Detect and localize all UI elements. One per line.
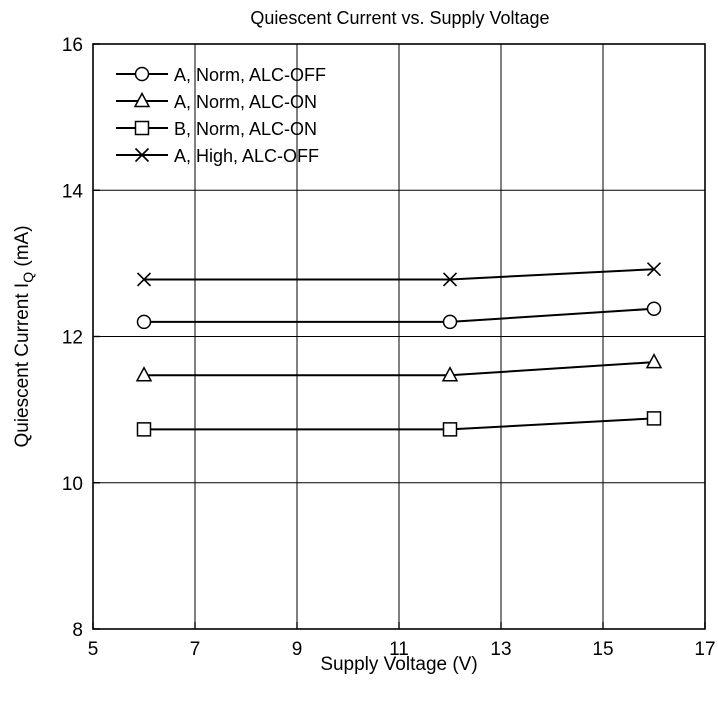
legend-triangle-marker — [133, 91, 151, 108]
x-tick-label: 5 — [88, 639, 99, 660]
legend-item: B, Norm, ALC-ON — [116, 119, 317, 139]
y-axis-label-unit: (mA) — [12, 225, 33, 271]
legend-item: A, Norm, ALC-OFF — [116, 65, 326, 85]
legend-circle-marker — [134, 66, 150, 82]
y-tick-label: 16 — [62, 35, 83, 56]
legend-label: A, Norm, ALC-ON — [174, 92, 317, 112]
y-tick-label: 14 — [62, 181, 84, 202]
legend-label: A, Norm, ALC-OFF — [174, 65, 326, 85]
series-circle — [136, 301, 662, 330]
circle-data-point — [442, 314, 458, 330]
y-axis-label-main: Quiescent Current I — [12, 283, 33, 448]
cross-data-point — [136, 272, 152, 287]
series-cross — [136, 262, 662, 287]
y-axis-label-subscript: Q — [20, 272, 36, 283]
legend-square-marker — [134, 120, 150, 136]
chart-title: Quiescent Current vs. Supply Voltage — [250, 8, 549, 28]
x-tick-label: 17 — [694, 639, 715, 660]
square-data-point — [442, 422, 458, 437]
square-data-point — [136, 422, 152, 437]
y-tick-label: 10 — [62, 474, 83, 495]
triangle-data-point — [135, 366, 153, 382]
y-tick-label: 8 — [72, 620, 83, 641]
triangle-data-point — [645, 353, 663, 369]
y-axis-label: Quiescent Current IQ (mA) — [12, 225, 36, 447]
cross-data-point — [442, 272, 458, 287]
legend: A, Norm, ALC-OFF A, Norm, ALC-ON B, Norm, … — [116, 65, 326, 166]
axis-ticks: 5 7 9 11 13 15 17 8 10 12 14 16 — [62, 35, 716, 660]
circle-data-point — [646, 301, 662, 316]
triangle-data-point — [441, 366, 459, 382]
series-group — [135, 262, 663, 437]
x-tick-label: 11 — [389, 639, 409, 660]
x-tick-label: 15 — [592, 639, 613, 660]
grid-lines — [93, 44, 705, 629]
series-triangle — [135, 353, 663, 382]
circle-data-point — [136, 314, 152, 330]
legend-label: A, High, ALC-OFF — [174, 146, 319, 166]
x-tick-label: 13 — [490, 639, 511, 660]
y-tick-label: 12 — [62, 328, 83, 349]
x-tick-label: 9 — [292, 639, 303, 660]
x-tick-label: 7 — [190, 639, 201, 660]
square-data-point — [646, 411, 662, 426]
series-square — [136, 411, 662, 437]
x-axis-label: Supply Voltage (V) — [320, 654, 477, 675]
legend-item: A, Norm, ALC-ON — [116, 91, 317, 112]
legend-item: A, High, ALC-OFF — [116, 146, 319, 166]
cross-data-point — [646, 262, 662, 277]
legend-label: B, Norm, ALC-ON — [174, 119, 317, 139]
legend-cross-marker — [134, 147, 150, 163]
